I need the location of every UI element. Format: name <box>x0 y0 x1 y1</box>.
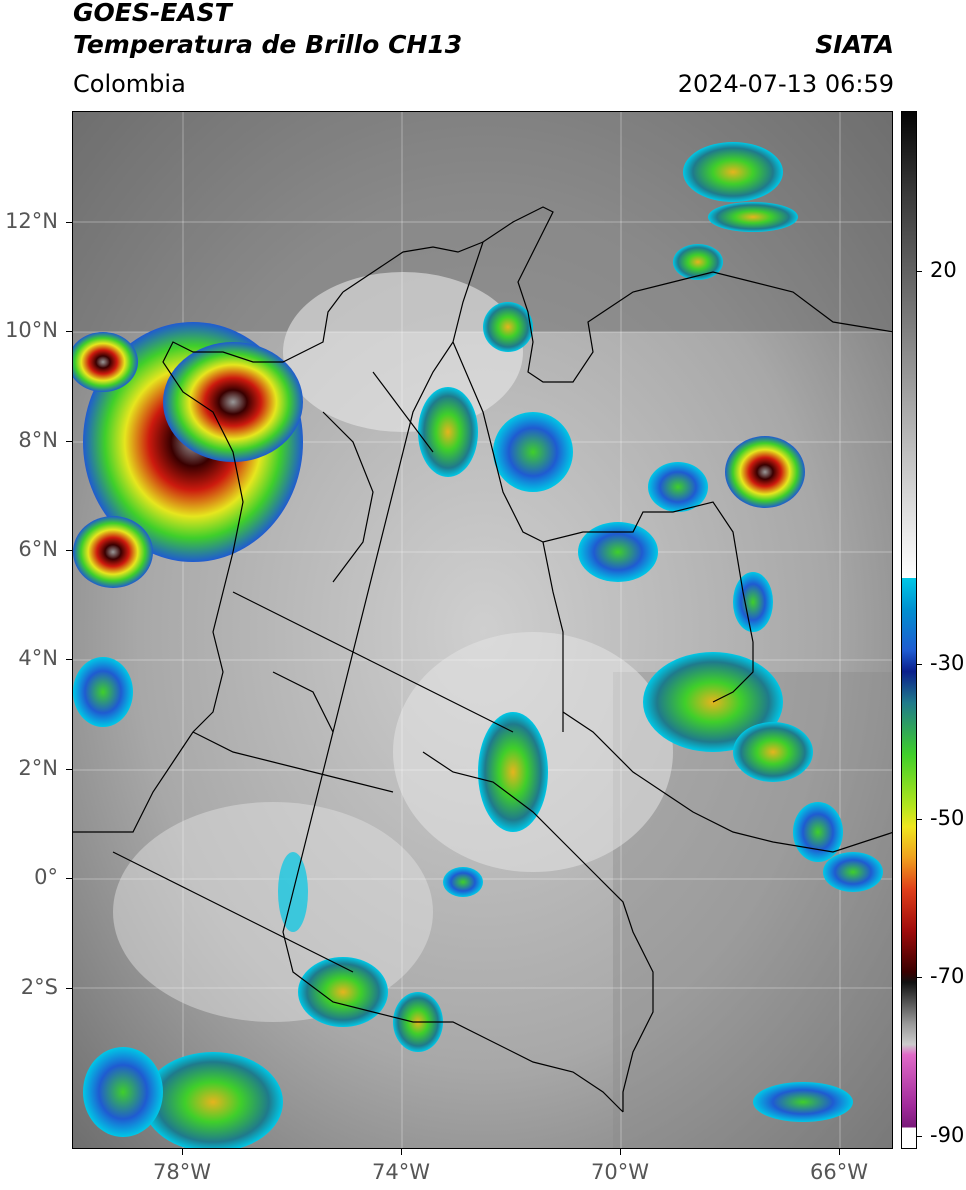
colorbar-tickmark <box>917 664 922 665</box>
lat-label-0: 0° <box>34 865 58 889</box>
colorbar-tick-minus50: -50 <box>930 806 965 830</box>
satellite-map <box>72 111 893 1149</box>
lat-tick <box>66 331 72 332</box>
lat-label-8n: 8°N <box>18 428 58 452</box>
lat-tick <box>66 222 72 223</box>
lat-label-4n: 4°N <box>18 646 58 670</box>
lon-tick <box>182 1149 183 1155</box>
colorbar-tick-20: 20 <box>930 258 957 282</box>
brand-label: SIATA <box>815 30 894 59</box>
lat-label-2n: 2°N <box>18 756 58 780</box>
lon-label-74w: 74°W <box>372 1160 430 1184</box>
colorbar-tickmark <box>917 977 922 978</box>
colorbar-tickmark <box>917 1136 922 1137</box>
lat-label-12n: 12°N <box>5 209 58 233</box>
lat-label-10n: 10°N <box>5 318 58 342</box>
colorbar-tick-minus70: -70 <box>930 964 965 988</box>
title-satellite: GOES-EAST <box>73 0 232 27</box>
region-label: Colombia <box>73 70 186 98</box>
lat-tick <box>66 441 72 442</box>
timestamp-label: 2024-07-13 06:59 <box>677 70 894 98</box>
colorbar-tick-minus30: -30 <box>930 651 965 675</box>
lat-tick <box>66 769 72 770</box>
title-product: Temperatura de Brillo CH13 <box>73 30 463 59</box>
lat-label-2s: 2°S <box>20 975 58 999</box>
lat-tick <box>66 988 72 989</box>
lat-tick <box>66 659 72 660</box>
lon-label-78w: 78°W <box>153 1160 211 1184</box>
lon-tick <box>839 1149 840 1155</box>
satellite-map-image <box>73 112 892 1148</box>
lat-tick <box>66 550 72 551</box>
lon-tick <box>401 1149 402 1155</box>
lat-tick <box>66 878 72 879</box>
colorbar-tick-minus90: -90 <box>930 1123 965 1147</box>
colorbar-tickmark <box>917 819 922 820</box>
lon-label-70w: 70°W <box>591 1160 649 1184</box>
colorbar <box>901 111 917 1149</box>
lon-tick <box>620 1149 621 1155</box>
lon-label-66w: 66°W <box>810 1160 868 1184</box>
colorbar-tickmark <box>917 271 922 272</box>
lat-label-6n: 6°N <box>18 537 58 561</box>
